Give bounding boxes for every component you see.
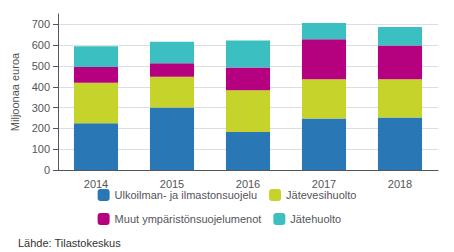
svg-text:Ulkoilman- ja ilmastonsuojelu: Ulkoilman- ja ilmastonsuojelu: [115, 189, 257, 201]
svg-text:400: 400: [32, 81, 50, 93]
svg-text:Miljoonaa euroa: Miljoonaa euroa: [9, 52, 21, 131]
svg-text:2016: 2016: [236, 178, 260, 190]
svg-text:600: 600: [32, 39, 50, 51]
svg-text:Jätehuolto: Jätehuolto: [290, 213, 341, 225]
svg-text:2018: 2018: [388, 178, 412, 190]
svg-text:300: 300: [32, 102, 50, 114]
svg-text:Lähde: Tilastokeskus: Lähde: Tilastokeskus: [18, 237, 121, 249]
svg-text:2015: 2015: [160, 178, 184, 190]
svg-text:700: 700: [32, 18, 50, 30]
svg-text:200: 200: [32, 122, 50, 134]
svg-text:2017: 2017: [312, 178, 336, 190]
svg-text:0: 0: [44, 164, 50, 176]
svg-text:100: 100: [32, 143, 50, 155]
svg-text:Muut ympäristönsuojelumenot: Muut ympäristönsuojelumenot: [115, 213, 262, 225]
svg-text:500: 500: [32, 60, 50, 72]
svg-text:Jätevesihuolto: Jätevesihuolto: [286, 189, 356, 201]
svg-text:2014: 2014: [84, 178, 108, 190]
